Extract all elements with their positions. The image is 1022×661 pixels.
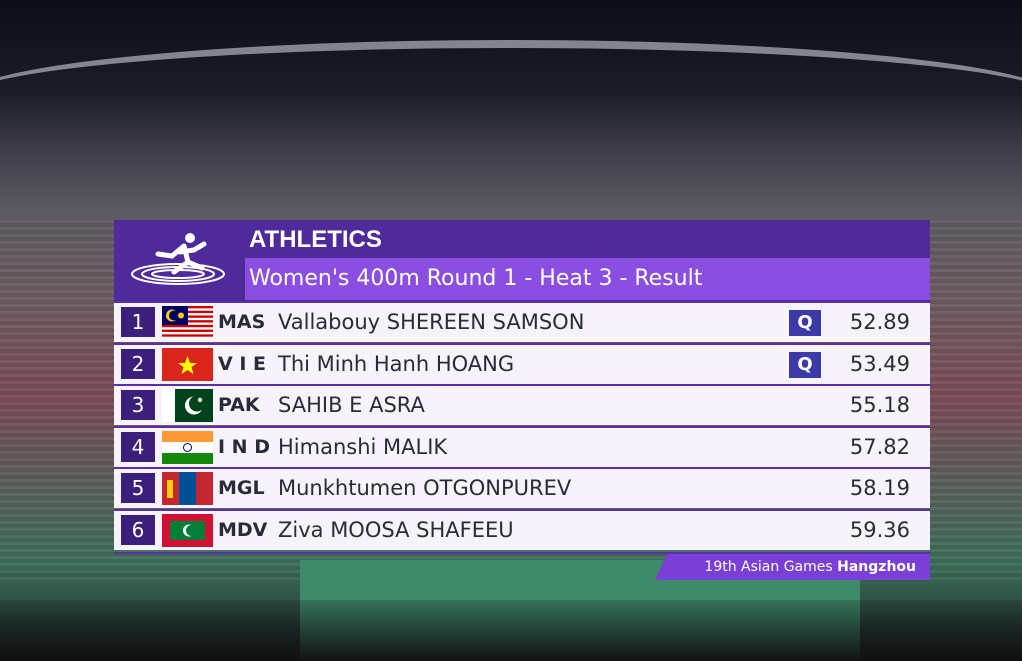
- flag-icon: [162, 389, 213, 422]
- flag-icon: [162, 306, 213, 339]
- event-name: 19th Asian Games: [704, 559, 833, 575]
- athletics-logo: [131, 233, 225, 285]
- crowd: [0, 600, 1022, 661]
- athlete-name: Vallabouy SHEREEN SAMSON: [278, 310, 585, 334]
- result-time: 53.49: [849, 351, 910, 376]
- flag: [162, 513, 213, 547]
- rank: 5: [121, 473, 155, 503]
- footer-bar: 19th Asian Games Hangzhou: [655, 554, 930, 580]
- athlete-name: SAHIB E ASRA: [278, 393, 425, 417]
- results-panel: ATHLETICS Women's 400m Round 1 - Heat 3 …: [114, 220, 930, 580]
- result-time: 59.36: [849, 517, 910, 542]
- rank: 6: [121, 514, 155, 545]
- stadium-roof: [0, 40, 1022, 188]
- flag: [162, 306, 213, 339]
- result-row: 4 I N D Himanshi MALIK 57.82: [114, 425, 930, 467]
- subtitle: Women's 400m Round 1 - Heat 3 - Result: [245, 258, 930, 300]
- result-time: 55.18: [849, 393, 910, 417]
- flag: [162, 347, 213, 381]
- flag-icon: [162, 430, 213, 464]
- rank: 1: [121, 307, 155, 337]
- result-time: 57.82: [849, 434, 910, 459]
- city: Hangzhou: [837, 559, 916, 575]
- result-time: 58.19: [849, 476, 910, 500]
- rank: 4: [121, 431, 155, 462]
- result-row: 6 MDV Ziva MOOSA SHAFEEU 59.36: [114, 508, 930, 550]
- flag: [162, 430, 213, 464]
- title: ATHLETICS: [249, 226, 382, 253]
- country-code: V I E: [218, 352, 266, 375]
- result-row: 1 MAS Vallabouy SHEREEN SAMSON Q 52.89: [114, 301, 930, 342]
- athlete-name: Ziva MOOSA SHAFEEU: [278, 517, 514, 542]
- country-code: PAK: [218, 394, 260, 416]
- result-row: 5 MGL Munkhtumen OTGONPUREV 58.19: [114, 467, 930, 508]
- country-code: MGL: [218, 477, 265, 499]
- qualifier: Q: [789, 310, 821, 336]
- result-row: 3 PAK SAHIB E ASRA 55.18: [114, 384, 930, 425]
- qualifier: Q: [789, 351, 821, 378]
- athlete-name: Thi Minh Hanh HOANG: [278, 351, 515, 376]
- result-row: 2 V I E Thi Minh Hanh HOANG Q 53.49: [114, 342, 930, 384]
- flag: [162, 389, 213, 422]
- athlete-name: Munkhtumen OTGONPUREV: [278, 476, 572, 500]
- country-code: MAS: [218, 311, 266, 333]
- athlete-name: Himanshi MALIK: [278, 434, 448, 459]
- footer: 19th Asian Games Hangzhou: [114, 552, 930, 580]
- rank: 3: [121, 390, 155, 420]
- flag: [162, 472, 213, 505]
- flag-icon: [162, 347, 213, 381]
- result-time: 52.89: [849, 310, 910, 334]
- flag-icon: [162, 513, 213, 547]
- country-code: I N D: [218, 435, 270, 458]
- header: ATHLETICS Women's 400m Round 1 - Heat 3 …: [114, 220, 930, 301]
- country-code: MDV: [218, 518, 268, 541]
- rank: 2: [121, 348, 155, 379]
- flag-icon: [162, 472, 213, 505]
